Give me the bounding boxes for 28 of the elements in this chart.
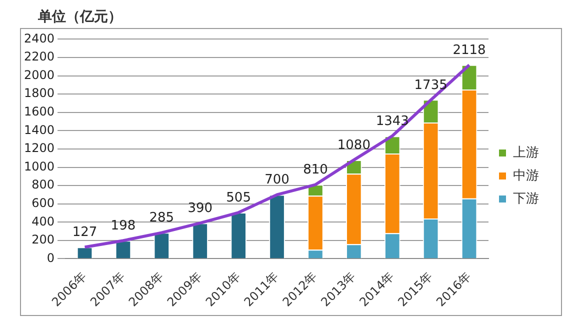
- y-tick-label: 800: [32, 178, 55, 192]
- data-label: 700: [264, 172, 290, 188]
- data-label: 2118: [452, 42, 486, 58]
- y-tick-label: 0: [46, 250, 55, 265]
- y-tick-label: 1600: [24, 104, 55, 119]
- data-label: 1735: [414, 78, 448, 93]
- data-label: 810: [303, 162, 328, 178]
- data-label: 285: [149, 210, 174, 226]
- y-tick-label: 2200: [24, 50, 55, 64]
- y-tick-label: 200: [32, 232, 55, 247]
- y-tick-label: 600: [32, 196, 55, 210]
- y-tick-label: 1000: [24, 159, 55, 174]
- y-tick-label: 2400: [24, 31, 55, 46]
- data-label: 198: [110, 218, 136, 234]
- data-label: 505: [226, 190, 251, 206]
- y-tick-label: 400: [32, 214, 55, 228]
- data-label: 1343: [376, 114, 409, 129]
- legend-label: 下游: [513, 191, 539, 206]
- data-label: 127: [72, 224, 98, 240]
- legend-label: 中游: [513, 168, 539, 184]
- y-tick-label: 2000: [24, 68, 55, 82]
- data-label: 1080: [337, 138, 370, 153]
- y-tick-label: 1200: [24, 141, 55, 156]
- data-label: 390: [188, 200, 213, 216]
- y-tick-label: 1400: [24, 122, 55, 137]
- legend-label: 上游: [513, 145, 539, 160]
- y-axis-title: 单位（亿元）: [37, 8, 123, 27]
- y-tick-label: 1800: [24, 86, 55, 100]
